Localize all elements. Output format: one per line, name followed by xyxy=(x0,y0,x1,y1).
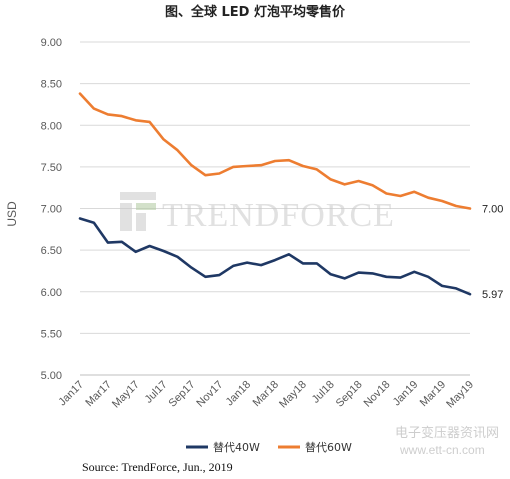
y-tick-label: 5.50 xyxy=(41,328,62,340)
trendforce-watermark: TRENDFORCE xyxy=(120,192,395,234)
x-tick-label: Jan19 xyxy=(391,379,421,409)
trendforce-logo-icon xyxy=(120,192,156,231)
end-label-60w: 7.00 xyxy=(482,204,503,216)
x-tick-label: Mar18 xyxy=(251,379,282,410)
y-tick-label: 7.00 xyxy=(41,204,62,216)
x-tick-label: Sep18 xyxy=(334,379,365,410)
end-label-40w: 5.97 xyxy=(482,289,503,301)
site-watermark-url: www.ett-cn.com xyxy=(399,443,485,457)
y-axis-label: USD xyxy=(5,201,19,227)
y-tick-label: 8.50 xyxy=(41,79,62,91)
chart-title: 图、全球 LED 灯泡平均零售价 xyxy=(165,4,346,20)
gridlines xyxy=(80,41,470,376)
y-tick-label: 6.00 xyxy=(41,287,62,299)
legend-label-40w: 替代40W xyxy=(213,440,260,454)
series-line-40w xyxy=(78,217,472,296)
legend: 替代40W 替代60W xyxy=(186,440,352,454)
source-note: Source: TrendForce, Jun., 2019 xyxy=(82,460,233,474)
trendforce-watermark-text: TRENDFORCE xyxy=(162,197,395,234)
x-tick-label: May17 xyxy=(110,379,142,411)
x-tick-label: Nov17 xyxy=(194,379,225,410)
x-tick-label: Jul17 xyxy=(143,379,170,406)
y-tick-label: 9.00 xyxy=(41,37,62,49)
x-tick-label: Nov18 xyxy=(362,379,393,410)
y-tick-label: 7.50 xyxy=(41,162,62,174)
x-tick-label: Jan17 xyxy=(56,379,86,409)
x-tick-label: Jul18 xyxy=(310,379,337,406)
y-axis-ticks: 5.00 5.50 6.00 6.50 7.00 7.50 8.00 8.50 9.00 xyxy=(41,37,62,382)
x-tick-label: Mar19 xyxy=(418,379,449,410)
site-watermark: 电子变压器资讯网 www.ett-cn.com xyxy=(395,425,499,457)
y-tick-label: 5.00 xyxy=(41,370,62,382)
x-tick-label: Jan18 xyxy=(224,379,254,409)
y-tick-label: 8.00 xyxy=(41,120,62,132)
x-tick-label: Sep17 xyxy=(167,379,198,410)
end-labels: 5.97 7.00 xyxy=(482,204,503,302)
x-tick-label: Mar17 xyxy=(83,379,114,410)
legend-label-60w: 替代60W xyxy=(305,440,352,454)
x-tick-label: May18 xyxy=(277,379,309,411)
y-tick-label: 6.50 xyxy=(41,245,62,257)
series-lines xyxy=(78,92,472,296)
site-watermark-name: 电子变压器资讯网 xyxy=(395,425,499,441)
x-tick-label: May19 xyxy=(444,379,476,411)
series-line-60w xyxy=(78,92,472,210)
